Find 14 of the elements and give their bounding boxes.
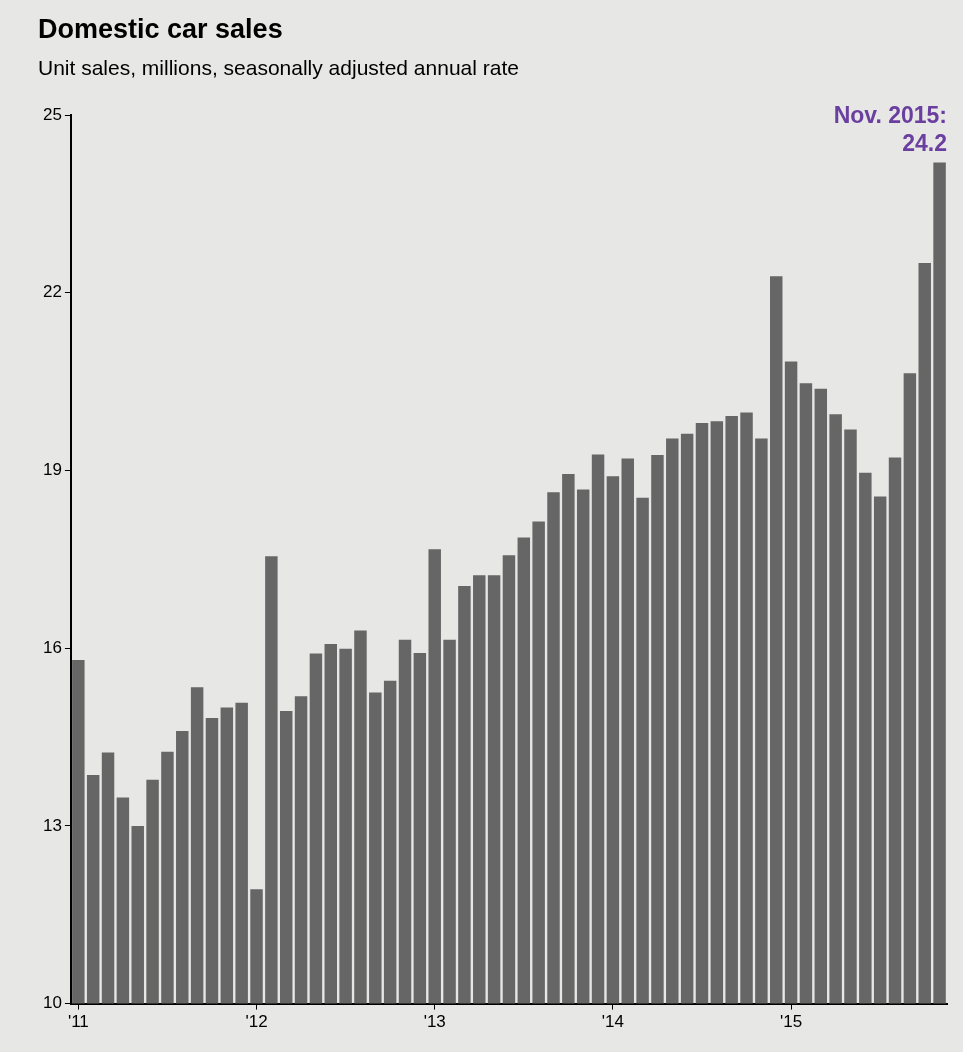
x-tick-label: '15 bbox=[780, 1012, 803, 1032]
annotation: Nov. 2015: 24.2 bbox=[833, 102, 947, 157]
x-tick-label: '12 bbox=[245, 1012, 268, 1032]
x-tick-label: '11 bbox=[67, 1012, 89, 1032]
y-tick-label: 22 bbox=[42, 282, 62, 302]
y-tick-label: 16 bbox=[42, 637, 62, 657]
y-tick-label: 19 bbox=[42, 460, 62, 480]
chart-subtitle: Unit sales, millions, seasonally adjusted annual rate bbox=[38, 56, 519, 80]
y-tick-label: 13 bbox=[42, 815, 62, 835]
y-tick-label: 25 bbox=[42, 104, 62, 124]
chart-title: Domestic car sales bbox=[38, 14, 283, 45]
x-tick-label: '13 bbox=[423, 1012, 446, 1032]
x-tick-label: '14 bbox=[601, 1012, 624, 1032]
y-tick-label: 10 bbox=[42, 993, 62, 1013]
